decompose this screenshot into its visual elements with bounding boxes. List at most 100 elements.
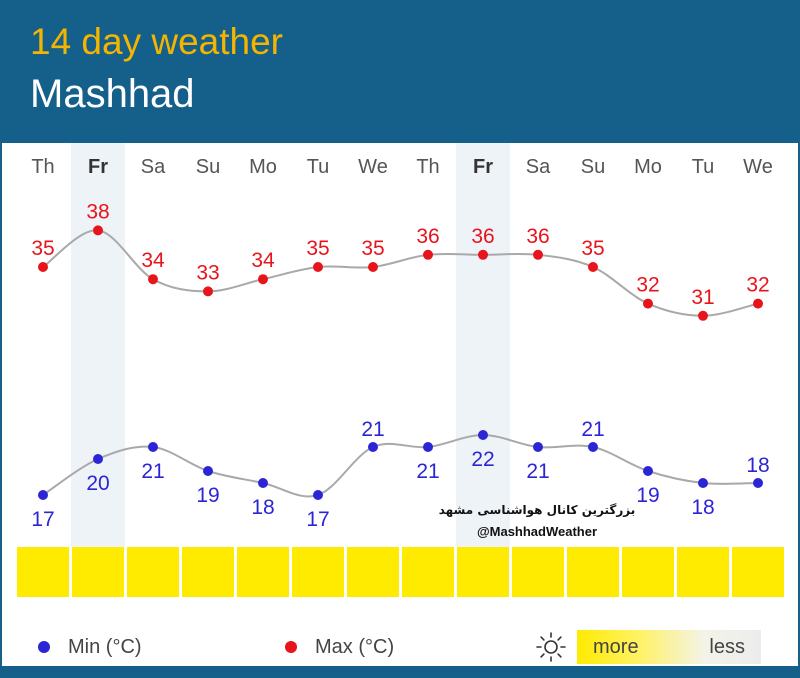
min-point	[368, 442, 378, 452]
max-value-label: 35	[361, 237, 384, 260]
max-point	[368, 262, 378, 272]
min-point	[423, 442, 433, 452]
day-label: Tu	[307, 156, 330, 178]
min-point	[533, 442, 543, 452]
sunshine-cell	[127, 547, 179, 597]
sunshine-cell	[402, 547, 454, 597]
sunshine-cell	[72, 547, 124, 597]
bottom-bar	[0, 666, 800, 678]
sunshine-cell	[512, 547, 564, 597]
day-label: Fr	[88, 156, 108, 178]
max-value-label: 36	[471, 225, 494, 248]
sunshine-cell	[347, 547, 399, 597]
sunshine-cell	[292, 547, 344, 597]
min-point	[203, 466, 213, 476]
max-value-label: 35	[306, 237, 329, 260]
min-point	[148, 442, 158, 452]
sunshine-cell	[622, 547, 674, 597]
weather-chart: Th Fr Sa Su Mo Tu We Th Fr Sa Su Mo Tu We 35 38 34 33 34 3…	[17, 143, 784, 597]
max-legend-dot	[285, 641, 297, 653]
header: 14 day weather Mashhad	[0, 0, 800, 143]
max-value-label: 32	[636, 274, 659, 297]
max-point	[38, 262, 48, 272]
day-label: Mo	[634, 156, 662, 178]
day-label: Th	[31, 156, 54, 178]
min-value-label: 21	[416, 460, 439, 483]
min-value-label: 21	[141, 460, 164, 483]
max-value-label: 35	[581, 237, 604, 260]
max-point	[643, 298, 653, 309]
max-value-label: 32	[746, 274, 769, 297]
min-value-label: 21	[361, 418, 384, 441]
city-name: Mashhad	[30, 72, 195, 116]
max-value-label: 33	[196, 261, 219, 284]
legend-max: Max (°C)	[285, 632, 394, 662]
sun-icon	[536, 632, 566, 662]
max-point	[478, 249, 488, 260]
day-label: Mo	[249, 156, 277, 178]
min-value-label: 17	[31, 508, 54, 531]
sunshine-cell	[677, 547, 729, 597]
max-value-label: 34	[141, 249, 165, 272]
day-label: Su	[196, 156, 220, 178]
max-value-label: 35	[31, 237, 54, 260]
max-point	[148, 274, 158, 285]
max-value-label: 38	[86, 200, 109, 223]
sunshine-scale: more less	[577, 630, 761, 664]
day-label: We	[358, 156, 388, 178]
min-legend-dot	[38, 641, 50, 653]
page-title: 14 day weather	[30, 21, 284, 62]
min-point	[478, 430, 488, 440]
min-value-label: 21	[526, 460, 549, 483]
max-value-label: 31	[691, 286, 714, 309]
day-label: Sa	[141, 156, 166, 178]
max-point	[698, 310, 708, 321]
max-value-label: 36	[416, 225, 439, 248]
day-label: Fr	[473, 156, 493, 178]
max-value-label: 34	[251, 249, 275, 272]
min-point	[753, 478, 763, 488]
sunshine-cell	[567, 547, 619, 597]
watermark-persian: بزرگترین کانال هواشناسی مشهد	[439, 503, 636, 518]
max-point	[423, 249, 433, 260]
sunshine-cell	[237, 547, 289, 597]
sunshine-cell	[457, 547, 509, 597]
frame-left	[0, 143, 2, 668]
min-value-label: 18	[251, 496, 274, 519]
max-point	[203, 286, 213, 297]
highlight-band	[456, 143, 510, 547]
min-value-label: 20	[86, 472, 109, 495]
min-point	[258, 478, 268, 488]
day-label: We	[743, 156, 773, 178]
highlight-band	[71, 143, 125, 547]
min-value-label: 21	[581, 418, 604, 441]
min-value-label: 18	[746, 454, 769, 477]
legend-max-label: Max (°C)	[315, 635, 395, 658]
max-point	[258, 274, 268, 285]
min-value-label: 19	[196, 484, 219, 507]
day-label: Tu	[692, 156, 715, 178]
min-value-label: 18	[691, 496, 714, 519]
legend-min: Min (°C)	[38, 632, 142, 662]
sunshine-cell	[17, 547, 69, 597]
max-value-label: 36	[526, 225, 549, 248]
min-point	[643, 466, 653, 476]
max-point	[588, 262, 598, 272]
min-point	[588, 442, 598, 452]
scale-less-label: less	[709, 636, 745, 658]
scale-more-label: more	[593, 636, 639, 658]
sunshine-cell	[732, 547, 784, 597]
min-value-label: 19	[636, 484, 659, 507]
day-label: Th	[416, 156, 439, 178]
day-label: Sa	[526, 156, 551, 178]
min-point	[38, 490, 48, 500]
min-point	[698, 478, 708, 488]
min-point	[313, 490, 323, 500]
frame-right	[798, 143, 800, 668]
min-value-label: 17	[306, 508, 329, 531]
max-point	[313, 262, 323, 272]
min-value-label: 22	[471, 448, 494, 471]
max-point	[93, 225, 103, 236]
legend-min-label: Min (°C)	[68, 635, 142, 658]
sunshine-cell	[182, 547, 234, 597]
